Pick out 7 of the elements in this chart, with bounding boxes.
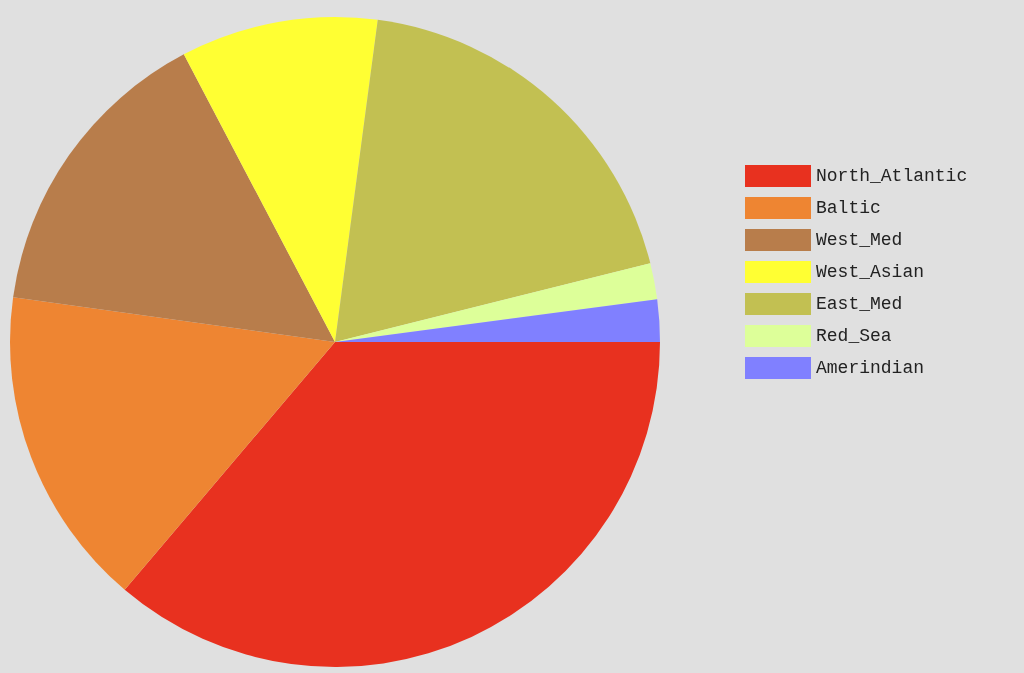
legend-label: Amerindian [816,358,925,378]
legend-label: Red_Sea [816,326,892,346]
legend-label: West_Med [816,230,903,250]
legend-label: West_Asian [816,262,925,282]
legend-label: East_Med [816,294,903,314]
legend-label: Baltic [816,198,881,218]
legend-label: North_Atlantic [816,166,968,186]
